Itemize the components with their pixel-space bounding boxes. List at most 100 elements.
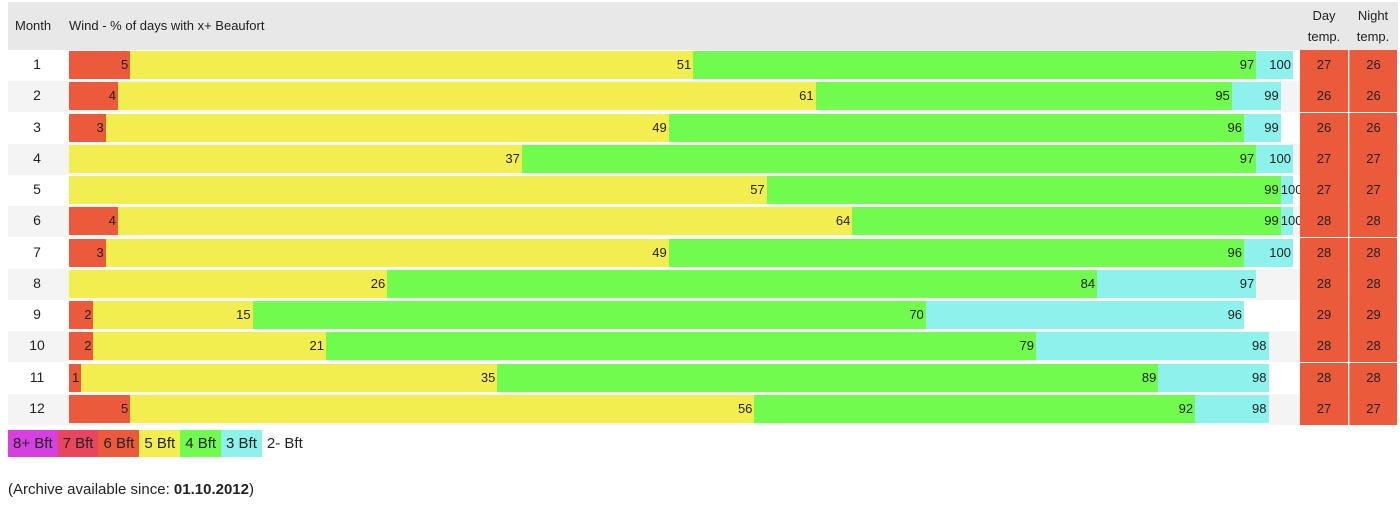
legend: 8+ Bft 7 Bft 6 Bft 5 Bft 4 Bft 3 Bft 2- Bft <box>8 430 308 457</box>
legend-item: 7 Bft <box>57 430 99 457</box>
wind-bar-bft5: 56 <box>130 394 755 423</box>
wind-bar-bft6: 1 <box>69 363 82 392</box>
day-temp-cell: 28 <box>1300 268 1348 300</box>
night-temp-cell: 27 <box>1349 175 1397 206</box>
day-temp-cell: 27 <box>1300 393 1348 425</box>
wind-bar-bft3: 100 <box>1256 51 1293 79</box>
wind-bar-bft6: 3 <box>69 238 106 267</box>
wind-bar-bft6: 5 <box>69 394 131 423</box>
wind-bar-bft3: 100 <box>1256 144 1293 173</box>
wind-bar-bft4: 99 <box>852 207 1281 236</box>
wind-bar-bft3: 100 <box>1280 207 1302 236</box>
month-label: 6 <box>33 212 41 229</box>
night-temp-cell: 27 <box>1349 143 1397 175</box>
night-temp-header-line2: temp. <box>1356 29 1390 44</box>
table-row: 5 57 99 100 27 27 <box>8 175 1398 206</box>
table-row: 4 37 97 100 27 27 <box>8 143 1398 175</box>
wind-bar-bft3: 100 <box>1280 176 1302 204</box>
wind-bar-bft4: 96 <box>668 113 1245 142</box>
day-temp-cell: 28 <box>1300 206 1348 238</box>
month-label: 7 <box>33 243 41 260</box>
wind-bar-bft4: 99 <box>766 176 1281 204</box>
day-temp-cell: 27 <box>1300 50 1348 81</box>
archive-suffix: ) <box>249 481 254 498</box>
month-label: 1 <box>33 56 41 72</box>
wind-header: Wind - % of days with x+ Beaufort <box>69 18 265 33</box>
wind-bar-bft4: 97 <box>693 51 1257 79</box>
month-label: 4 <box>33 149 41 166</box>
wind-bar-bft4: 84 <box>387 269 1098 298</box>
wind-bar-bft3: 97 <box>1097 269 1257 298</box>
day-temp-cell: 27 <box>1300 143 1348 175</box>
table-row: 6 4 64 99 100 28 28 <box>8 206 1398 238</box>
legend-item: 6 Bft <box>98 430 140 457</box>
wind-bar-bft3: 98 <box>1195 394 1269 423</box>
month-label: 10 <box>29 337 45 354</box>
night-temp-header-line1: Night <box>1357 8 1389 23</box>
night-temp-cell: 26 <box>1349 112 1397 144</box>
wind-bar-bft5: 26 <box>69 269 388 298</box>
month-label: 5 <box>33 181 41 197</box>
wind-bar-bft4: 89 <box>497 363 1159 392</box>
night-temp-cell: 28 <box>1349 237 1397 269</box>
wind-bar-bft6: 5 <box>69 51 131 79</box>
wind-bar-bft4: 97 <box>521 144 1257 173</box>
day-temp-cell: 29 <box>1300 300 1348 331</box>
month-label: 12 <box>29 399 45 416</box>
wind-bar-bft5: 49 <box>105 113 669 142</box>
wind-bar-bft6: 4 <box>69 207 118 236</box>
month-label: 8 <box>33 274 41 291</box>
table-header: Month Wind - % of days with x+ Beaufort … <box>8 2 1398 50</box>
day-temp-cell: 28 <box>1300 331 1348 363</box>
night-temp-cell: 29 <box>1349 300 1397 331</box>
wind-bar-bft4: 92 <box>754 394 1196 423</box>
table-row: 11 1 35 89 98 28 28 <box>8 362 1398 394</box>
wind-bar-bft4: 96 <box>668 238 1245 267</box>
wind-bar-bft5: 37 <box>69 144 522 173</box>
wind-bar-bft5: 15 <box>93 301 253 329</box>
wind-bar-bft3: 98 <box>1158 363 1269 392</box>
legend-item: 3 Bft <box>221 430 262 457</box>
archive-prefix: (Archive available since: <box>8 481 174 498</box>
table-row: 3 3 49 96 99 26 26 <box>8 112 1398 144</box>
table-row: 8 26 84 97 28 28 <box>8 268 1398 300</box>
wind-bar-bft5: 35 <box>81 363 498 392</box>
night-temp-cell: 26 <box>1349 81 1397 113</box>
wind-bar-bft6: 4 <box>69 82 118 111</box>
wind-bar-bft3: 99 <box>1231 82 1281 111</box>
legend-item: 4 Bft <box>180 430 222 457</box>
night-temp-cell: 27 <box>1349 393 1397 425</box>
wind-bar-bft5: 57 <box>69 176 767 204</box>
wind-bar-bft4: 79 <box>326 332 1036 361</box>
table-row: 2 4 61 95 99 26 26 <box>8 81 1398 113</box>
wind-bar-bft6: 2 <box>69 332 94 361</box>
wind-bar-bft3: 96 <box>925 301 1245 329</box>
day-temp-header-line2: temp. <box>1307 29 1341 44</box>
month-label: 2 <box>33 87 41 104</box>
legend-item: 5 Bft <box>139 430 181 457</box>
day-temp-header: Day temp. <box>1300 5 1348 47</box>
legend-item: 8+ Bft <box>8 430 58 457</box>
month-label: 9 <box>33 306 41 322</box>
wind-bar-bft3: 99 <box>1244 113 1281 142</box>
archive-note: (Archive available since: 01.10.2012) <box>8 481 254 498</box>
table-row: 7 3 49 96 100 28 28 <box>8 237 1398 269</box>
wind-bar-bft4: 70 <box>252 301 926 329</box>
night-temp-cell: 28 <box>1349 362 1397 394</box>
month-label: 11 <box>29 368 45 385</box>
wind-bar-bft3: 98 <box>1035 332 1269 361</box>
wind-bar-bft5: 49 <box>105 238 669 267</box>
night-temp-header: Night temp. <box>1349 5 1397 47</box>
table-row: 12 5 56 92 98 27 27 <box>8 393 1398 425</box>
wind-bar-bft5: 51 <box>130 51 694 79</box>
night-temp-cell: 28 <box>1349 268 1397 300</box>
day-temp-header-line1: Day <box>1312 8 1336 23</box>
table-row: 9 2 15 70 96 29 29 <box>8 300 1398 331</box>
day-temp-cell: 26 <box>1300 81 1348 113</box>
night-temp-cell: 26 <box>1349 50 1397 81</box>
wind-bar-bft6: 3 <box>69 113 106 142</box>
day-temp-cell: 28 <box>1300 362 1348 394</box>
night-temp-cell: 28 <box>1349 206 1397 238</box>
month-label: 3 <box>33 118 41 135</box>
wind-bar-bft4: 95 <box>815 82 1232 111</box>
